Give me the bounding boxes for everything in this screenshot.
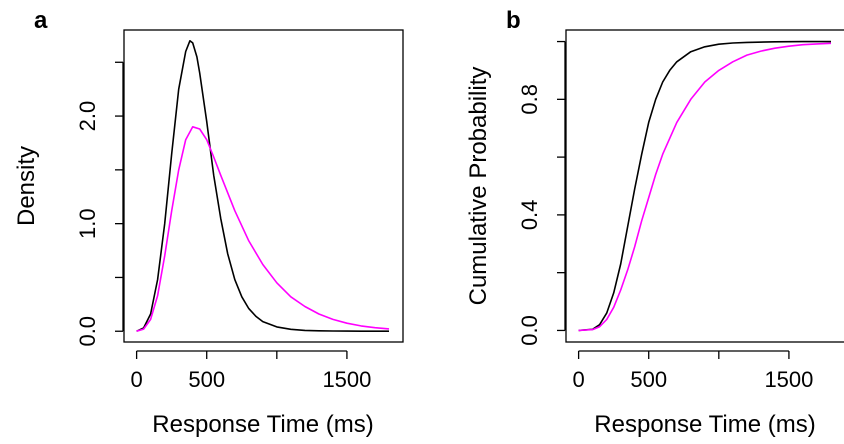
- panel-b-y-tick-label: 0.4: [517, 200, 542, 231]
- panel-a-plot-frame: [123, 29, 404, 343]
- panel-a-x-tick-label: 0: [130, 367, 142, 392]
- panel-a-x-tick-label: 1500: [322, 367, 371, 392]
- panel-b-y-axis-title: Cumulative Probability: [465, 67, 492, 306]
- panel-b-x-axis: 0 500 1500: [572, 350, 813, 392]
- panel-a: a 0 500 1500 0.01.02.0 Response Time (ms) …: [13, 7, 404, 438]
- panel-b-x-axis-title: Response Time (ms): [594, 411, 815, 438]
- panel-b-x-tick-label: 500: [630, 367, 667, 392]
- panel-b-series-2-line: [578, 42, 832, 332]
- panel-a-y-tick-label: 0.0: [75, 316, 100, 347]
- panel-a-letter: a: [34, 7, 48, 34]
- panel-a-y-axis-title: Density: [13, 146, 40, 226]
- panel-a-x-axis: 0 500 1500: [130, 350, 371, 392]
- panel-a-x-tick-label: 500: [188, 367, 225, 392]
- panel-b-y-tick-label: 0.0: [517, 315, 542, 346]
- panel-b-x-tick-label: 0: [572, 367, 584, 392]
- panel-a-series-1-line: [136, 40, 389, 332]
- panel-b-series-1-line: [578, 40, 831, 332]
- panel-b-y-tick-label: 0.8: [517, 84, 542, 115]
- panel-a-y-axis: 0.0 1.0 2.0: [75, 61, 124, 347]
- panel-a-series-2-line: [136, 126, 390, 332]
- panel-b: b 0 500 1500 0.00.40.8 Response Time (ms) …: [465, 7, 844, 438]
- panel-a-series: [136, 40, 390, 332]
- panel-b-series: [578, 40, 832, 332]
- panel-b-letter: b: [506, 7, 521, 34]
- panel-b-x-tick-label: 1500: [764, 367, 813, 392]
- panel-a-x-axis-title: Response Time (ms): [152, 411, 373, 438]
- panel-a-y-tick-label: 1.0: [75, 208, 100, 239]
- panel-a-y-tick-label: 2.0: [75, 101, 100, 132]
- panel-b-y-axis: 0.0 0.4 0.8: [517, 40, 566, 346]
- panel-b-plot-frame: [565, 29, 844, 343]
